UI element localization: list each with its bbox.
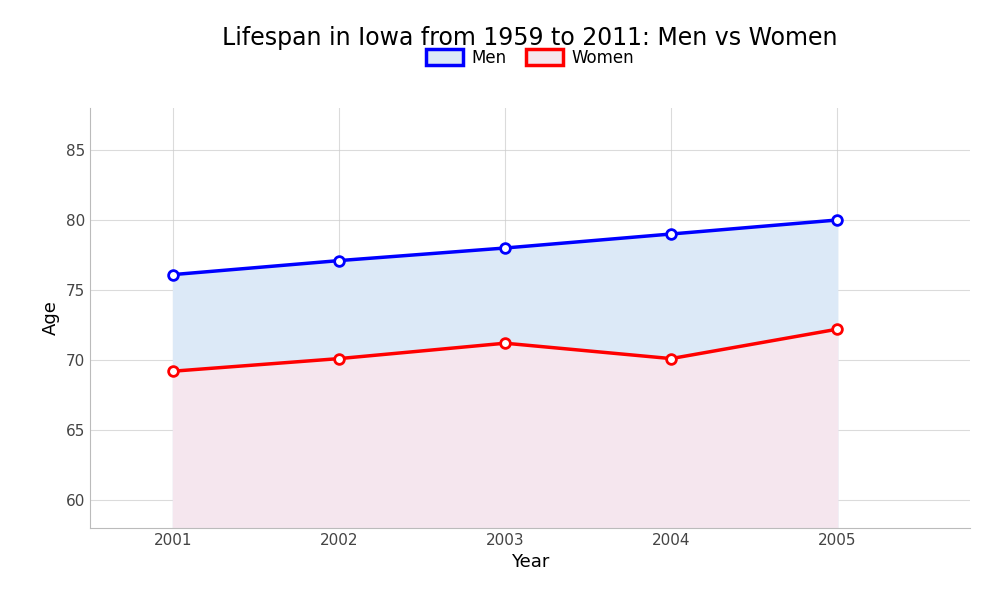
Y-axis label: Age: Age xyxy=(42,301,60,335)
Title: Lifespan in Iowa from 1959 to 2011: Men vs Women: Lifespan in Iowa from 1959 to 2011: Men … xyxy=(222,26,838,50)
X-axis label: Year: Year xyxy=(511,553,549,571)
Legend: Men, Women: Men, Women xyxy=(418,41,642,76)
